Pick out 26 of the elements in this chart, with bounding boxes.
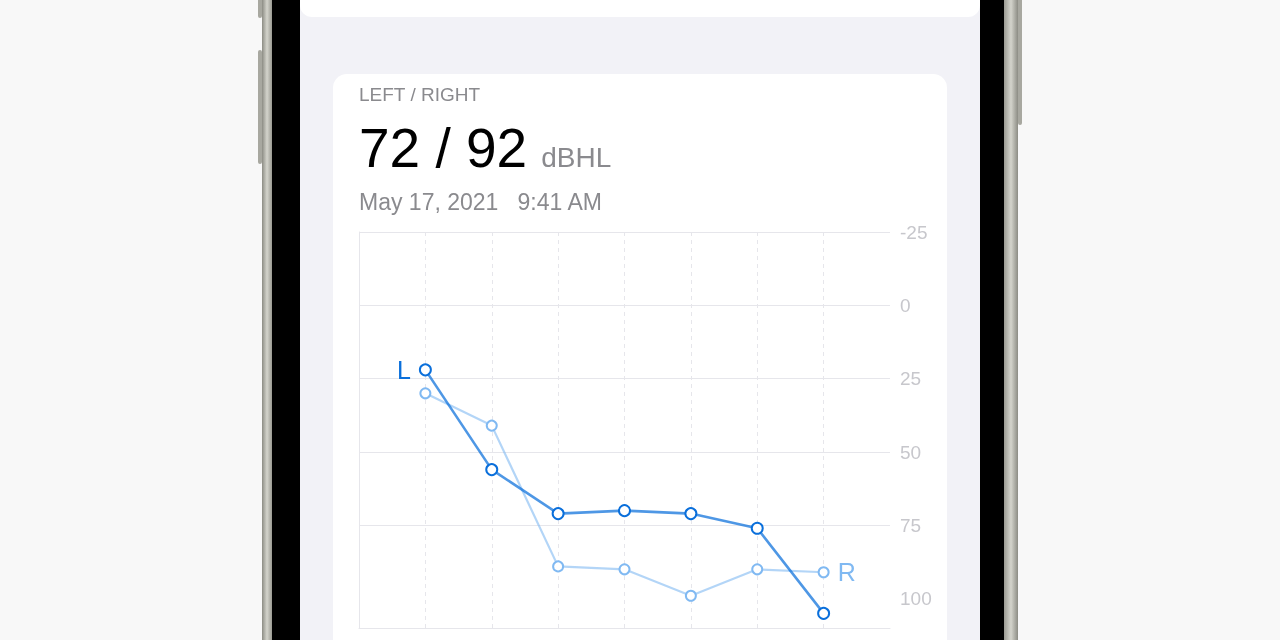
point [817, 606, 831, 620]
series-label: R [837, 558, 856, 587]
text: 72 / 92 [359, 117, 528, 179]
point [684, 589, 697, 602]
y-tick-label: 75 [900, 514, 922, 536]
point [750, 521, 764, 535]
y-tick-label: 25 [900, 368, 922, 390]
y-tick-label: 50 [900, 441, 922, 463]
point [684, 507, 698, 521]
point [485, 419, 498, 432]
y-tick-label: 100 [900, 588, 932, 610]
text: dBHL [541, 142, 612, 174]
y-tick-label: -25 [900, 221, 928, 243]
point [817, 566, 830, 579]
chart-title: LEFT / RIGHT [359, 84, 481, 106]
point [552, 560, 565, 573]
point [618, 563, 631, 576]
point [751, 563, 764, 576]
series-label: L [396, 355, 411, 384]
point [485, 463, 499, 477]
point [618, 504, 631, 518]
chart-subtitle: May 17, 2021 9:41 AM [359, 189, 602, 215]
y-tick-label: 0 [900, 294, 911, 316]
point [551, 507, 565, 521]
point [419, 387, 432, 400]
point [418, 363, 432, 377]
